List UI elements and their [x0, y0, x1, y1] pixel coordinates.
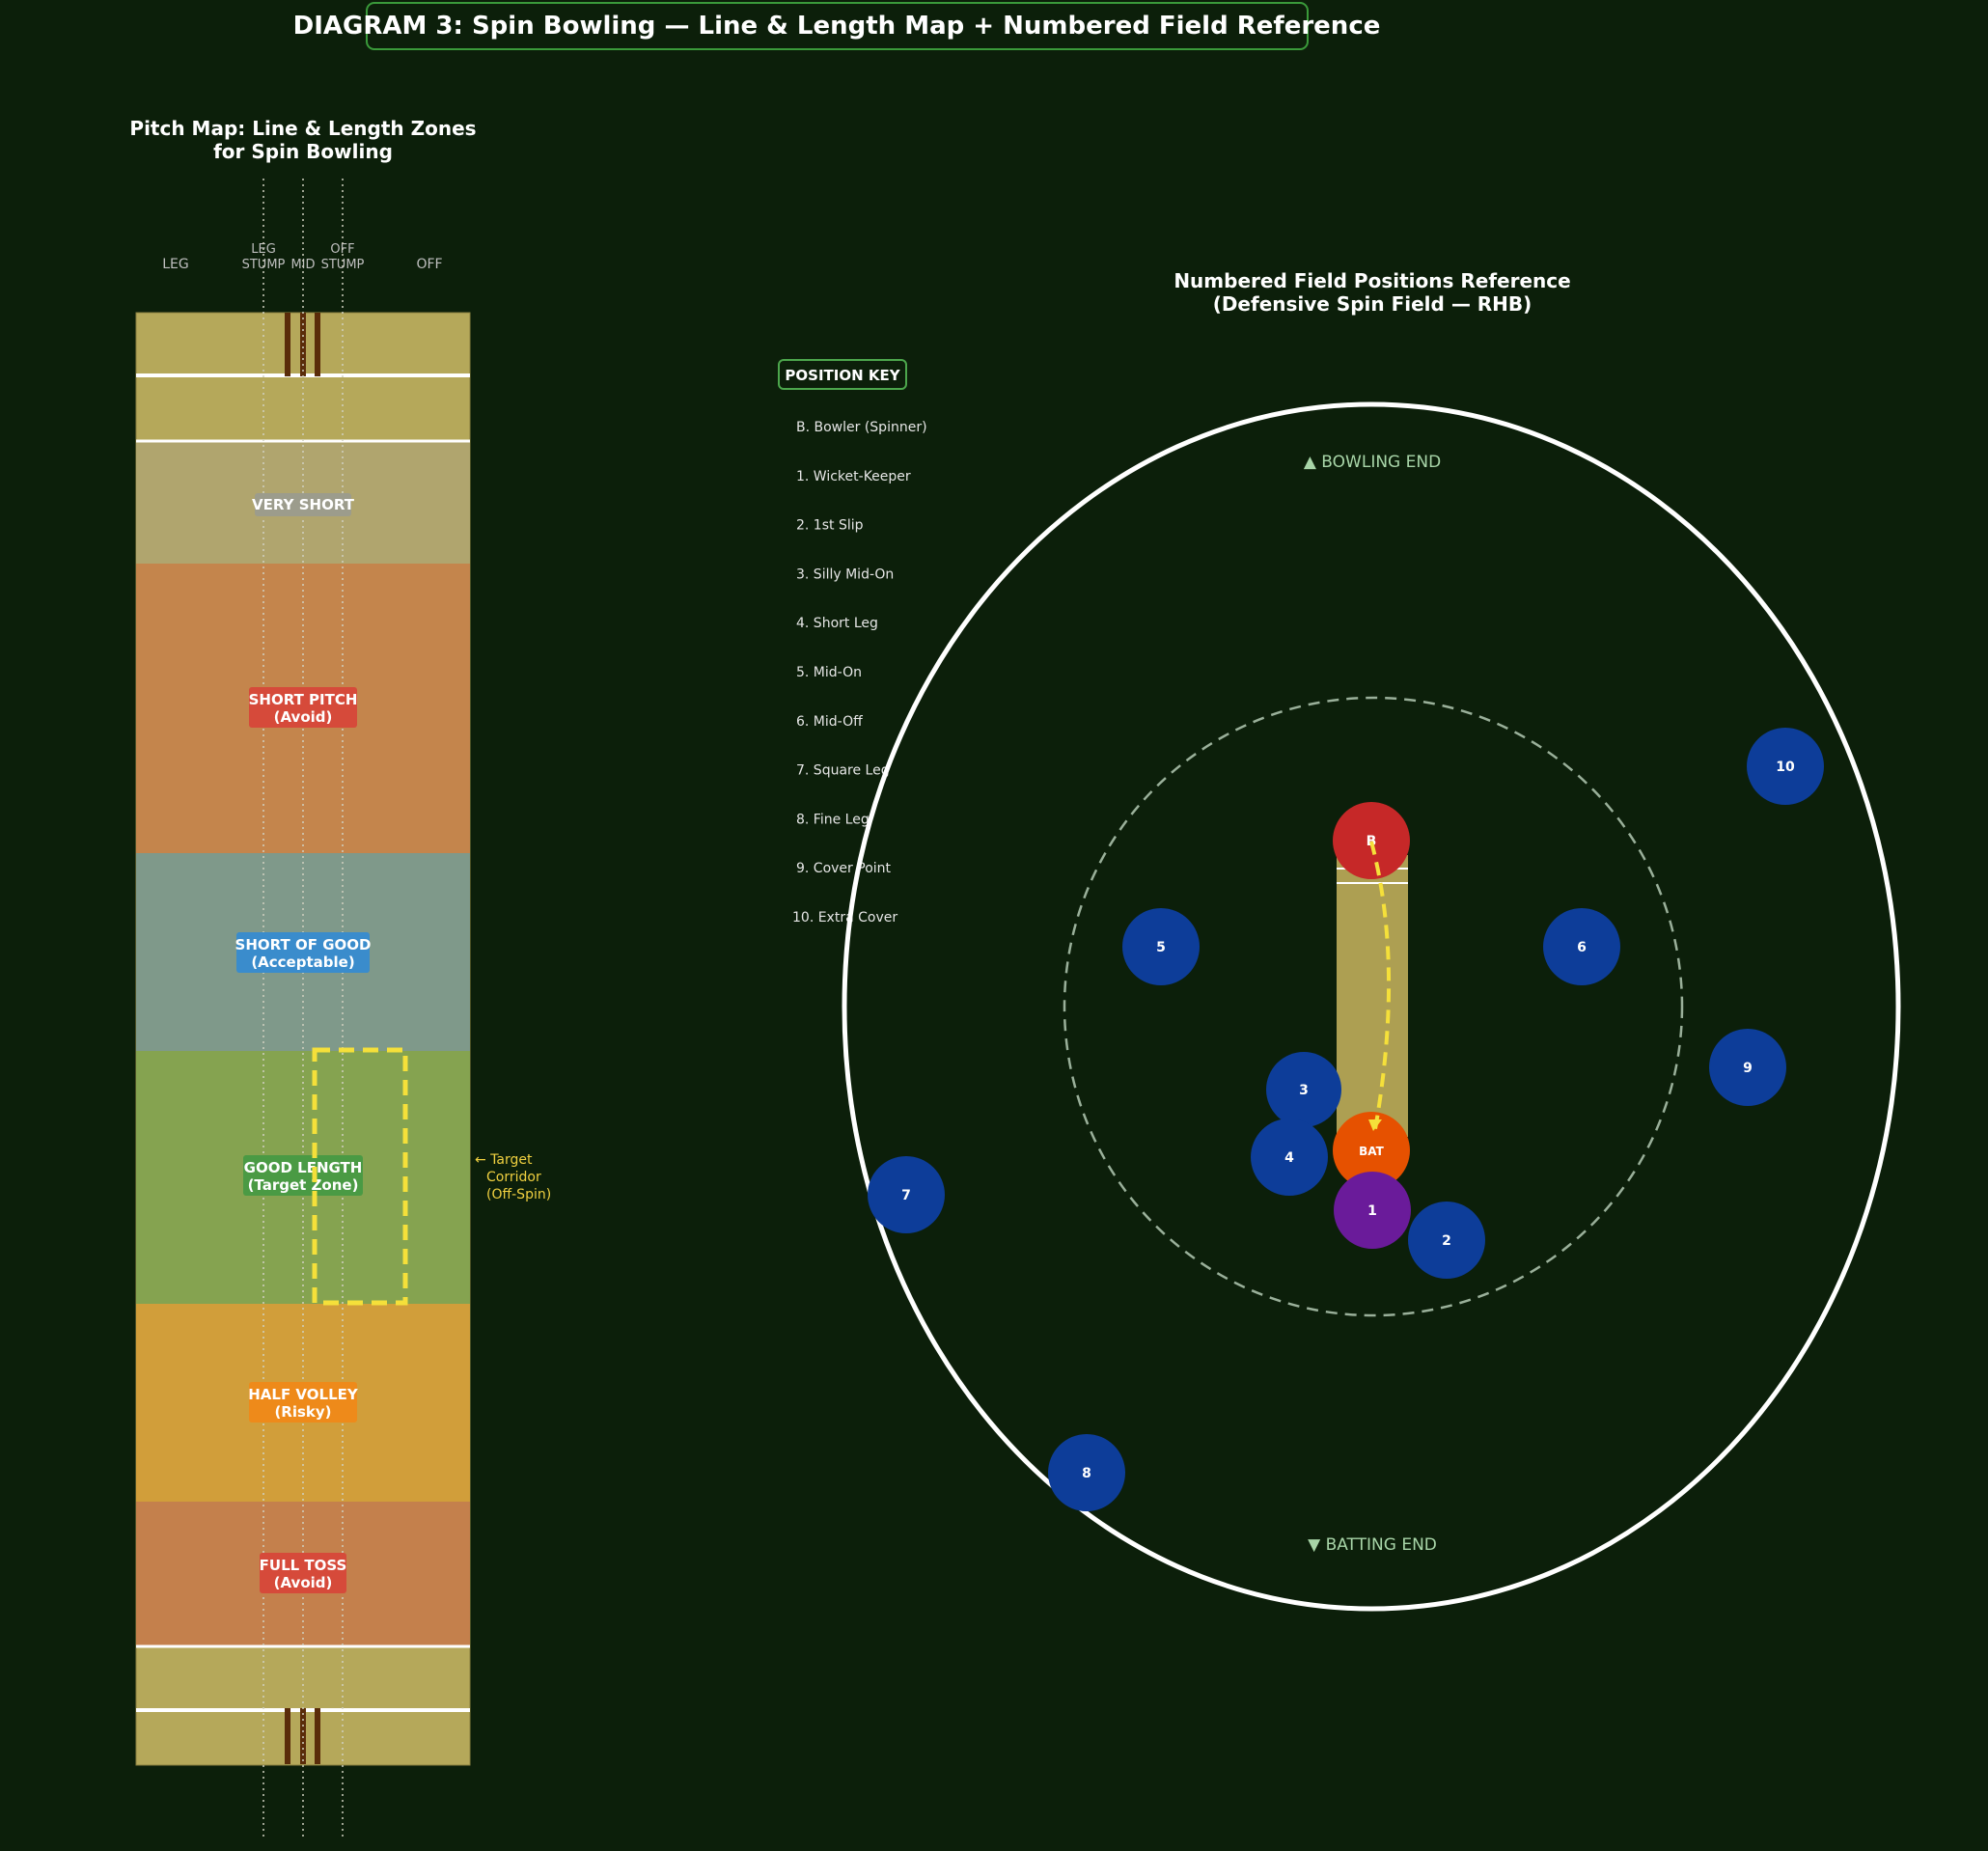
zone-badge-4 [249, 1382, 357, 1423]
field-pitch [1337, 855, 1408, 1137]
key-item-3: 3. Silly Mid-On [796, 566, 894, 582]
field-subtitle: (Defensive Spin Field — RHB) [1213, 292, 1532, 316]
player-bat-marker [1333, 1112, 1410, 1189]
player-4-label: 4 [1284, 1150, 1294, 1166]
key-item-8: 8. Fine Leg [796, 812, 870, 827]
player-5-label: 5 [1156, 940, 1166, 955]
zone-badge-3 [243, 1155, 363, 1196]
zone-label-3: GOOD LENGTH [244, 1159, 363, 1176]
target-note-line-3: (Off-Spin) [486, 1187, 551, 1202]
target-note-line-2: Corridor [486, 1170, 541, 1185]
pitch-map: Pitch Map: Line & Length Zones for Spin … [129, 117, 551, 1838]
zone-badge-1 [249, 687, 357, 728]
zone-label-2: SHORT OF GOOD [235, 936, 372, 953]
player-10-marker [1747, 728, 1824, 805]
zone-sublabel-2: (Acceptable) [251, 953, 354, 971]
player-10-label: 10 [1776, 760, 1795, 775]
player-4-marker [1251, 1119, 1328, 1196]
player-2-marker [1408, 1202, 1485, 1279]
player-9-label: 9 [1743, 1061, 1753, 1076]
zone-sublabel-3: (Target Zone) [248, 1176, 359, 1194]
line-label-off: OFF [416, 257, 442, 272]
key-item-5: 5. Mid-On [796, 665, 862, 680]
zone-sublabel-4: (Risky) [274, 1403, 331, 1421]
line-label-off-stump-2: STUMP [321, 258, 365, 272]
zone-label-0: VERY SHORT [252, 496, 355, 513]
key-item-2: 2. 1st Slip [796, 518, 864, 534]
zone-sublabel-1: (Avoid) [274, 708, 333, 726]
boundary-rope [842, 401, 1901, 1612]
zone-label-5: FULL TOSS [260, 1557, 347, 1574]
ball-path-arrow-head [1368, 1119, 1382, 1131]
player-6-label: 6 [1577, 940, 1587, 955]
zone-badge-2 [236, 932, 370, 973]
zone-badge-5 [260, 1553, 346, 1593]
player-b-marker [1333, 802, 1410, 879]
key-item-4: 4. Short Leg [796, 616, 878, 631]
target-note-line-1: ← Target [475, 1152, 533, 1168]
zone-label-4: HALF VOLLEY [248, 1386, 359, 1403]
batting-end-label: ▼ BATTING END [1308, 1535, 1437, 1555]
player-3-label: 3 [1299, 1083, 1309, 1098]
player-2-label: 2 [1442, 1233, 1451, 1249]
zone-sublabel-5: (Avoid) [274, 1574, 333, 1591]
field-title: Numbered Field Positions Reference [1173, 269, 1570, 292]
pitch-map-subtitle: for Spin Bowling [213, 140, 393, 163]
player-bat-label: BAT [1359, 1145, 1385, 1158]
player-7-marker [868, 1156, 945, 1233]
player-8-marker [1048, 1434, 1125, 1511]
player-8-label: 8 [1082, 1466, 1091, 1481]
player-6-marker [1543, 908, 1620, 985]
main-title-box: DIAGRAM 3: Spin Bowling — Line & Length … [293, 2, 1381, 50]
position-key-title: POSITION KEY [785, 367, 900, 384]
line-label-leg-stump-2: STUMP [242, 258, 286, 272]
field-diagram: Numbered Field Positions Reference (Defe… [778, 269, 1901, 1612]
key-item-7: 7. Square Leg [796, 763, 890, 779]
player-1-label: 1 [1367, 1203, 1377, 1219]
player-9-marker [1709, 1029, 1786, 1106]
player-7-label: 7 [901, 1188, 911, 1203]
key-item-9: 9. Cover Point [796, 861, 892, 876]
key-item-1: 1. Wicket-Keeper [796, 469, 911, 484]
line-label-leg: LEG [162, 257, 189, 272]
bowling-end-label: ▲ BOWLING END [1304, 453, 1441, 472]
position-key-badge [778, 359, 907, 390]
target-corridor [312, 1047, 408, 1306]
stumps-top [285, 313, 320, 376]
key-item-6: 6. Mid-Off [796, 714, 863, 730]
pitch-map-title: Pitch Map: Line & Length Zones [129, 117, 476, 140]
player-3-marker [1266, 1052, 1341, 1127]
line-label-mid: MID [290, 258, 315, 272]
zone-badge-0 [255, 493, 351, 516]
key-item-0: B. Bowler (Spinner) [796, 420, 927, 435]
zone-label-1: SHORT PITCH [249, 691, 358, 708]
player-1-marker [1334, 1172, 1411, 1249]
ball-path [1369, 841, 1392, 1130]
inner-circle [1063, 696, 1684, 1317]
position-key-list: B. Bowler (Spinner) 1. Wicket-Keeper 2. 1s… [792, 420, 927, 926]
main-title: DIAGRAM 3: Spin Bowling — Line & Length … [293, 12, 1381, 41]
key-item-10: 10. Extra Cover [792, 910, 897, 926]
player-5-marker [1122, 908, 1200, 985]
